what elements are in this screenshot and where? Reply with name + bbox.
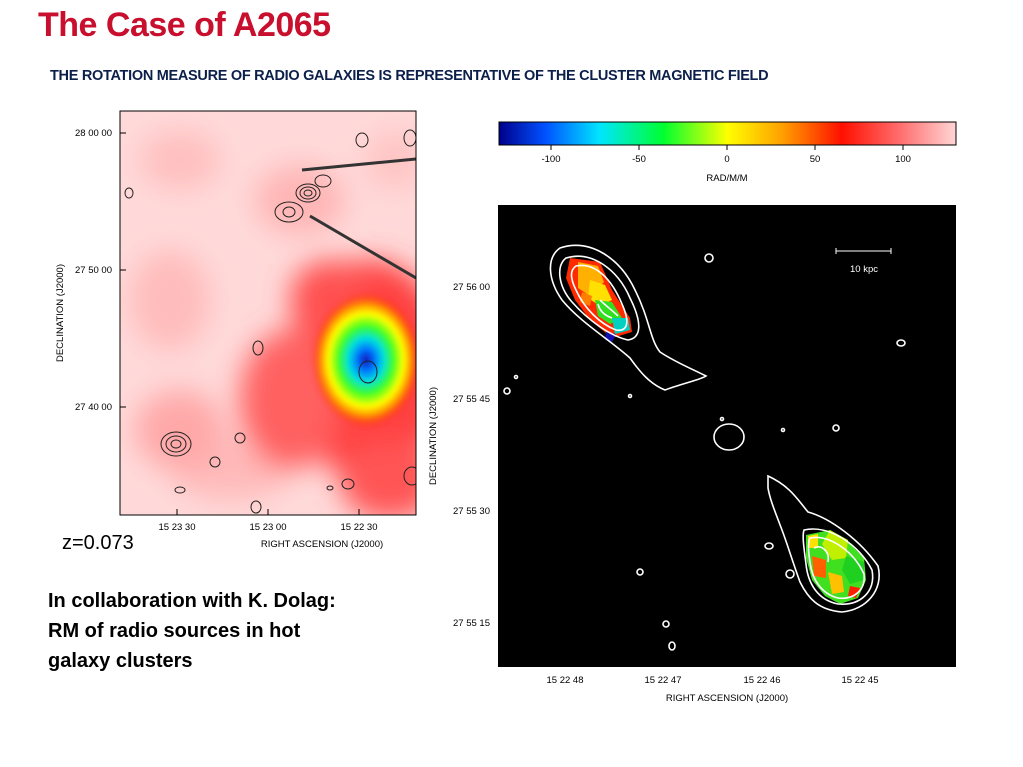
left-ra-tick: 15 23 30	[159, 522, 196, 533]
right-ra-tick: 15 22 45	[842, 675, 879, 686]
colorbar-tick: 0	[724, 154, 729, 165]
left-rm-map: 28 00 00 27 50 00 27 40 00 15 23 30 15 2…	[55, 110, 417, 550]
collab-line: RM of radio sources in hot	[48, 620, 301, 642]
collab-line: galaxy clusters	[48, 650, 193, 672]
left-dec-tick: 27 40 00	[75, 402, 112, 413]
right-dec-tick: 27 56 00	[453, 282, 490, 293]
right-dec-tick: 27 55 45	[453, 394, 490, 405]
right-dec-tick: 27 55 15	[453, 618, 490, 629]
scale-bar	[835, 248, 892, 254]
left-dec-tick: 27 50 00	[75, 265, 112, 276]
lower-source-rm	[806, 530, 866, 604]
slide-title: The Case of A2065	[38, 6, 331, 44]
left-ra-tick: 15 23 00	[250, 522, 287, 533]
right-ra-tick: 15 22 48	[547, 675, 584, 686]
scale-bar-label: 10 kpc	[850, 264, 878, 275]
left-x-axis-label: RIGHT ASCENSION (J2000)	[261, 539, 383, 550]
right-ra-tick: 15 22 47	[645, 675, 682, 686]
colorbar-tick: 50	[810, 154, 821, 165]
colorbar-tick: 100	[895, 154, 911, 165]
right-ra-tick: 15 22 46	[744, 675, 781, 686]
right-x-axis-label: RIGHT ASCENSION (J2000)	[666, 693, 788, 704]
colorbar: -100 -50 0 50 100 RAD/M/M	[498, 121, 957, 184]
slide-subtitle: THE ROTATION MEASURE OF RADIO GALAXIES I…	[50, 68, 769, 84]
left-ra-tick: 15 22 30	[341, 522, 378, 533]
right-y-axis-label: DECLINATION (J2000)	[428, 387, 439, 485]
colorbar-tick: -100	[541, 154, 560, 165]
right-rm-map: 10 kpc 27 56 00 27 55 45 27 55 30 27 55 …	[428, 205, 956, 704]
colorbar-label: RAD/M/M	[706, 173, 747, 184]
left-y-axis-label: DECLINATION (J2000)	[55, 264, 66, 362]
collab-line: In collaboration with K. Dolag:	[48, 590, 336, 612]
redshift-label: z=0.073	[62, 532, 134, 554]
colorbar-tick: -50	[632, 154, 646, 165]
right-dec-tick: 27 55 30	[453, 506, 490, 517]
collaboration-note: In collaboration with K. Dolag: RM of ra…	[48, 586, 428, 676]
left-dec-tick: 28 00 00	[75, 128, 112, 139]
upper-source-rm	[566, 258, 632, 342]
